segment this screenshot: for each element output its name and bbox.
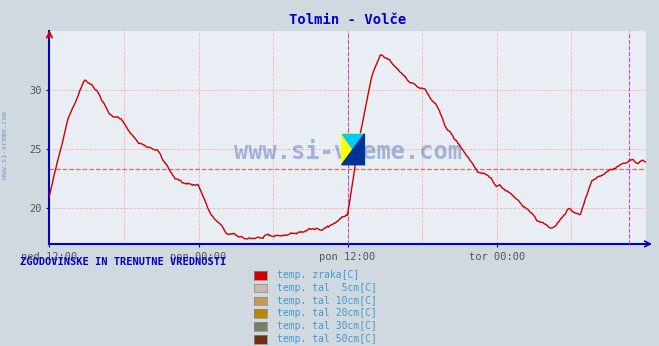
Text: www.si-vreme.com: www.si-vreme.com [2,111,9,179]
Text: ZGODOVINSKE IN TRENUTNE VREDNOSTI: ZGODOVINSKE IN TRENUTNE VREDNOSTI [20,257,226,267]
Text: temp. tal 30cm[C]: temp. tal 30cm[C] [277,321,377,331]
Text: temp. tal 20cm[C]: temp. tal 20cm[C] [277,309,377,318]
Text: temp. tal 50cm[C]: temp. tal 50cm[C] [277,334,377,344]
Polygon shape [341,134,364,165]
Text: www.si-vreme.com: www.si-vreme.com [234,140,461,164]
Text: temp. tal 10cm[C]: temp. tal 10cm[C] [277,296,377,306]
Text: temp. zraka[C]: temp. zraka[C] [277,270,359,280]
Title: Tolmin - Volče: Tolmin - Volče [289,13,406,27]
Polygon shape [341,134,364,165]
Polygon shape [341,134,364,165]
Text: temp. tal  5cm[C]: temp. tal 5cm[C] [277,283,377,293]
